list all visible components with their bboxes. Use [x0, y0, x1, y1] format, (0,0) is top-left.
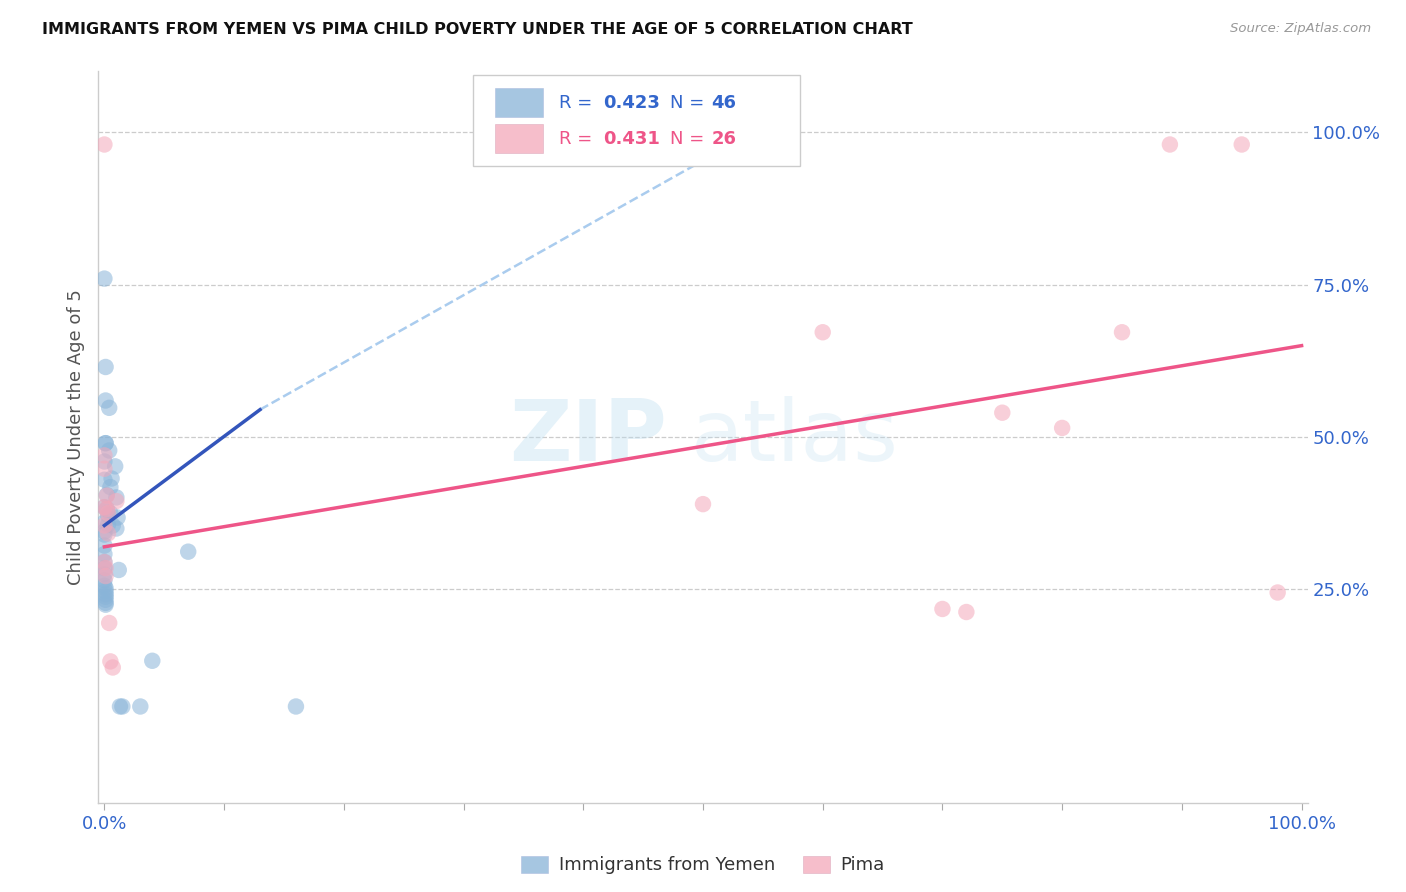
Point [94, 436, 117, 450]
Text: 0.431: 0.431 [603, 129, 659, 148]
Point [94, 359, 117, 374]
Text: 46: 46 [711, 94, 737, 112]
Point [93, 500, 115, 515]
Point [111, 699, 134, 714]
Point [97, 526, 120, 541]
Point [105, 494, 128, 508]
Point [100, 471, 122, 485]
Point [100, 506, 122, 520]
Point [105, 491, 128, 505]
Text: atlas: atlas [690, 395, 898, 479]
Point [93, 473, 115, 487]
Point [97, 508, 120, 522]
Point [93, 527, 115, 541]
FancyBboxPatch shape [495, 88, 543, 118]
Point [96, 488, 118, 502]
Point [93, 539, 115, 553]
Point [101, 660, 124, 674]
Point [97, 517, 120, 532]
Point [93, 567, 115, 582]
Point [107, 563, 129, 577]
Point [931, 602, 953, 616]
Point [692, 497, 714, 511]
Text: Source: ZipAtlas.com: Source: ZipAtlas.com [1230, 22, 1371, 36]
Point [93, 454, 115, 468]
Point [93, 524, 115, 539]
FancyBboxPatch shape [474, 75, 800, 167]
Point [93, 579, 115, 593]
Point [811, 325, 834, 339]
Point [93, 555, 115, 569]
Point [94, 569, 117, 583]
Point [94, 596, 117, 610]
Point [1267, 585, 1289, 599]
Point [94, 561, 117, 575]
Point [105, 521, 128, 535]
Point [94, 590, 117, 604]
Point [108, 699, 131, 714]
Point [93, 555, 115, 569]
Point [96, 489, 118, 503]
Text: 26: 26 [711, 129, 737, 148]
Point [991, 406, 1014, 420]
Point [94, 584, 117, 599]
Point [94, 436, 117, 450]
Point [107, 510, 129, 524]
Text: R =: R = [560, 94, 598, 112]
Point [100, 654, 122, 668]
Point [93, 271, 115, 285]
Point [93, 518, 115, 533]
Point [177, 544, 200, 558]
Point [98, 615, 121, 630]
Point [98, 443, 121, 458]
Point [96, 502, 118, 516]
Point [93, 500, 115, 515]
Point [94, 592, 117, 607]
Point [93, 449, 115, 463]
Point [1050, 421, 1073, 435]
Point [955, 605, 977, 619]
Point [98, 401, 121, 415]
Text: N =: N = [671, 94, 710, 112]
Point [1111, 325, 1133, 339]
Y-axis label: Child Poverty Under the Age of 5: Child Poverty Under the Age of 5 [66, 289, 84, 585]
Text: 0.423: 0.423 [603, 94, 659, 112]
Text: IMMIGRANTS FROM YEMEN VS PIMA CHILD POVERTY UNDER THE AGE OF 5 CORRELATION CHART: IMMIGRANTS FROM YEMEN VS PIMA CHILD POVE… [42, 22, 912, 37]
Point [94, 393, 117, 408]
Point [97, 506, 120, 520]
Text: R =: R = [560, 129, 598, 148]
Point [1159, 137, 1181, 152]
Point [94, 598, 117, 612]
Point [93, 547, 115, 561]
Point [96, 502, 118, 516]
Text: N =: N = [671, 129, 710, 148]
Point [284, 699, 307, 714]
FancyBboxPatch shape [495, 124, 543, 153]
Point [93, 137, 115, 152]
Point [104, 459, 127, 474]
Point [141, 654, 163, 668]
Point [93, 561, 115, 575]
Text: ZIP: ZIP [509, 395, 666, 479]
Point [101, 518, 124, 533]
Point [93, 516, 115, 530]
Point [93, 574, 115, 588]
Legend: Immigrants from Yemen, Pima: Immigrants from Yemen, Pima [515, 848, 891, 881]
Point [93, 462, 115, 476]
Point [94, 587, 117, 601]
Point [1230, 137, 1253, 152]
Point [94, 581, 117, 595]
Point [100, 480, 122, 494]
Point [129, 699, 152, 714]
